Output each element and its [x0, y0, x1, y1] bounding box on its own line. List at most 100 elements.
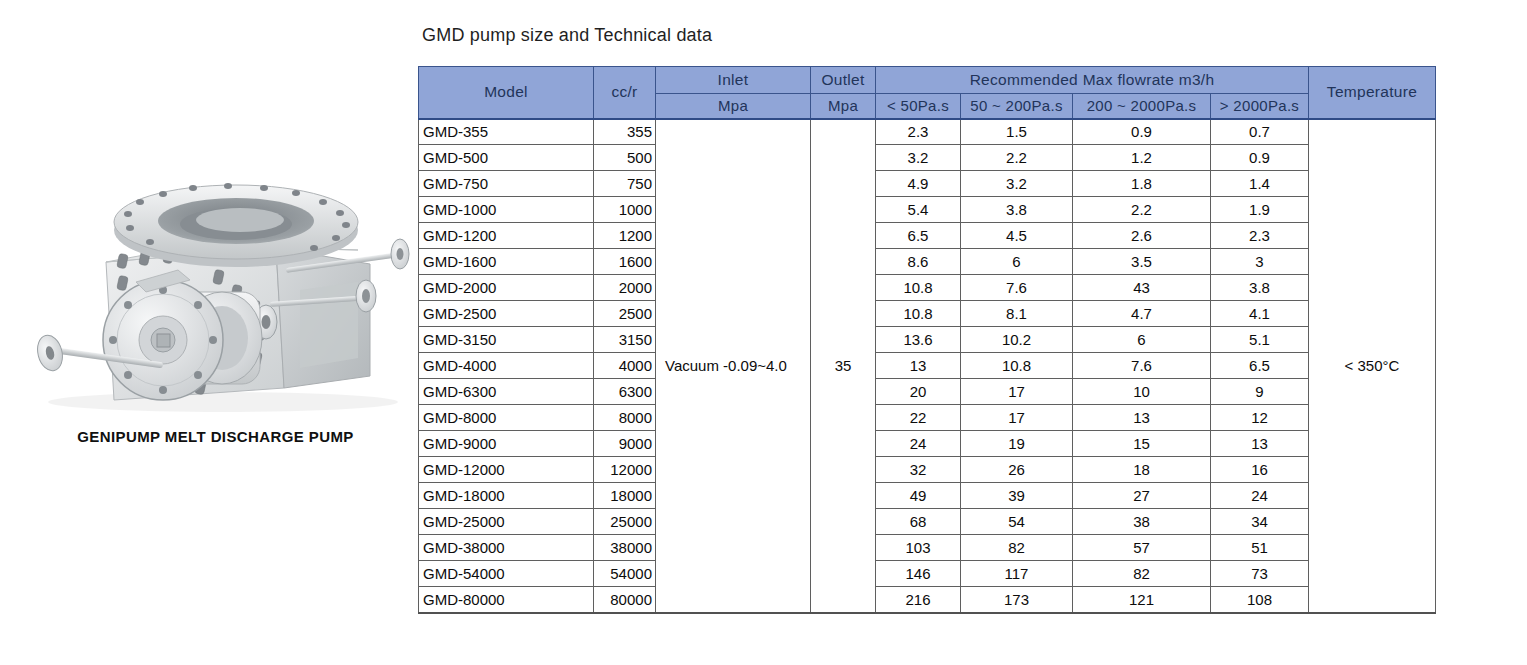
table-row: GMD-355 355 Vacuum -0.09~4.0 35 2.3 1.5 … — [419, 119, 1436, 145]
ccr-cell: 54000 — [594, 561, 656, 587]
ccr-cell: 9000 — [594, 431, 656, 457]
model-cell: GMD-355 — [419, 119, 594, 145]
table-row: GMD-8000 8000 22 17 13 12 — [419, 405, 1436, 431]
flow-50-200-cell: 7.6 — [961, 275, 1073, 301]
table-row: GMD-3150 3150 13.6 10.2 6 5.1 — [419, 327, 1436, 353]
flow-200-2000-cell: 121 — [1073, 587, 1211, 613]
flow-200-2000-cell: 0.9 — [1073, 119, 1211, 145]
flow-lt50-cell: 10.8 — [876, 275, 961, 301]
flow-lt50-cell: 146 — [876, 561, 961, 587]
flow-gt2000-cell: 13 — [1211, 431, 1309, 457]
ccr-cell: 3150 — [594, 327, 656, 353]
pump-caption: GENIPUMP MELT DISCHARGE PUMP — [18, 428, 413, 445]
flow-gt2000-cell: 1.4 — [1211, 171, 1309, 197]
ccr-cell: 18000 — [594, 483, 656, 509]
header-model: Model — [419, 67, 594, 119]
model-cell: GMD-1200 — [419, 223, 594, 249]
flow-200-2000-cell: 43 — [1073, 275, 1211, 301]
model-cell: GMD-38000 — [419, 535, 594, 561]
flow-200-2000-cell: 2.6 — [1073, 223, 1211, 249]
ccr-cell: 500 — [594, 145, 656, 171]
flow-200-2000-cell: 6 — [1073, 327, 1211, 353]
ccr-cell: 25000 — [594, 509, 656, 535]
flow-50-200-cell: 173 — [961, 587, 1073, 613]
header-flow-gt2000: > 2000Pa.s — [1211, 94, 1309, 119]
flow-200-2000-cell: 82 — [1073, 561, 1211, 587]
flow-200-2000-cell: 27 — [1073, 483, 1211, 509]
spec-table-wrap: Model cc/r Inlet Outlet Recommended Max … — [418, 66, 1436, 614]
flow-200-2000-cell: 3.5 — [1073, 249, 1211, 275]
flow-gt2000-cell: 34 — [1211, 509, 1309, 535]
header-flow-200-2000: 200 ~ 2000Pa.s — [1073, 94, 1211, 119]
flow-200-2000-cell: 1.8 — [1073, 171, 1211, 197]
table-row: GMD-2500 2500 10.8 8.1 4.7 4.1 — [419, 301, 1436, 327]
flow-200-2000-cell: 13 — [1073, 405, 1211, 431]
table-row: GMD-1200 1200 6.5 4.5 2.6 2.3 — [419, 223, 1436, 249]
header-temperature: Temperature — [1309, 67, 1436, 119]
flow-lt50-cell: 6.5 — [876, 223, 961, 249]
flow-lt50-cell: 8.6 — [876, 249, 961, 275]
model-cell: GMD-2000 — [419, 275, 594, 301]
flow-50-200-cell: 117 — [961, 561, 1073, 587]
flow-200-2000-cell: 15 — [1073, 431, 1211, 457]
table-row: GMD-1000 1000 5.4 3.8 2.2 1.9 — [419, 197, 1436, 223]
model-cell: GMD-1600 — [419, 249, 594, 275]
outlet-value-cell: 35 — [811, 119, 876, 613]
flow-50-200-cell: 17 — [961, 405, 1073, 431]
header-inlet-unit: Mpa — [656, 94, 811, 119]
model-cell: GMD-12000 — [419, 457, 594, 483]
header-ccr: cc/r — [594, 67, 656, 119]
flow-50-200-cell: 1.5 — [961, 119, 1073, 145]
spec-table: Model cc/r Inlet Outlet Recommended Max … — [418, 66, 1436, 614]
flow-200-2000-cell: 4.7 — [1073, 301, 1211, 327]
flow-gt2000-cell: 9 — [1211, 379, 1309, 405]
flow-50-200-cell: 26 — [961, 457, 1073, 483]
ccr-cell: 2500 — [594, 301, 656, 327]
flow-gt2000-cell: 24 — [1211, 483, 1309, 509]
flow-gt2000-cell: 16 — [1211, 457, 1309, 483]
flow-50-200-cell: 8.1 — [961, 301, 1073, 327]
flow-lt50-cell: 216 — [876, 587, 961, 613]
flow-200-2000-cell: 2.2 — [1073, 197, 1211, 223]
ccr-cell: 6300 — [594, 379, 656, 405]
temperature-value-cell: < 350°C — [1309, 119, 1436, 613]
flow-200-2000-cell: 18 — [1073, 457, 1211, 483]
flow-200-2000-cell: 10 — [1073, 379, 1211, 405]
table-row: GMD-4000 4000 13 10.8 7.6 6.5 — [419, 353, 1436, 379]
header-outlet-unit: Mpa — [811, 94, 876, 119]
flow-lt50-cell: 20 — [876, 379, 961, 405]
flow-50-200-cell: 19 — [961, 431, 1073, 457]
ccr-cell: 750 — [594, 171, 656, 197]
flow-lt50-cell: 13.6 — [876, 327, 961, 353]
page-title: GMD pump size and Technical data — [422, 25, 712, 46]
model-cell: GMD-9000 — [419, 431, 594, 457]
ccr-cell: 355 — [594, 119, 656, 145]
flow-lt50-cell: 103 — [876, 535, 961, 561]
flow-lt50-cell: 3.2 — [876, 145, 961, 171]
spec-table-head: Model cc/r Inlet Outlet Recommended Max … — [419, 67, 1436, 119]
flow-50-200-cell: 54 — [961, 509, 1073, 535]
flow-gt2000-cell: 5.1 — [1211, 327, 1309, 353]
table-row: GMD-25000 25000 68 54 38 34 — [419, 509, 1436, 535]
flow-lt50-cell: 10.8 — [876, 301, 961, 327]
flow-gt2000-cell: 3.8 — [1211, 275, 1309, 301]
table-row: GMD-80000 80000 216 173 121 108 — [419, 587, 1436, 613]
page: GMD pump size and Technical data — [0, 0, 1527, 665]
flow-lt50-cell: 24 — [876, 431, 961, 457]
flow-lt50-cell: 49 — [876, 483, 961, 509]
flow-lt50-cell: 4.9 — [876, 171, 961, 197]
flow-50-200-cell: 3.8 — [961, 197, 1073, 223]
header-inlet: Inlet — [656, 67, 811, 94]
table-row: GMD-9000 9000 24 19 15 13 — [419, 431, 1436, 457]
table-row: GMD-2000 2000 10.8 7.6 43 3.8 — [419, 275, 1436, 301]
table-row: GMD-1600 1600 8.6 6 3.5 3 — [419, 249, 1436, 275]
header-flow-lt50: < 50Pa.s — [876, 94, 961, 119]
model-cell: GMD-500 — [419, 145, 594, 171]
flow-lt50-cell: 13 — [876, 353, 961, 379]
header-outlet: Outlet — [811, 67, 876, 94]
flow-lt50-cell: 5.4 — [876, 197, 961, 223]
flow-lt50-cell: 22 — [876, 405, 961, 431]
flow-lt50-cell: 2.3 — [876, 119, 961, 145]
model-cell: GMD-18000 — [419, 483, 594, 509]
flow-lt50-cell: 32 — [876, 457, 961, 483]
